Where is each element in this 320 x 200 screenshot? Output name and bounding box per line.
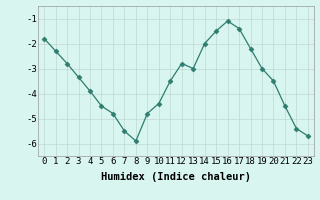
X-axis label: Humidex (Indice chaleur): Humidex (Indice chaleur) — [101, 172, 251, 182]
